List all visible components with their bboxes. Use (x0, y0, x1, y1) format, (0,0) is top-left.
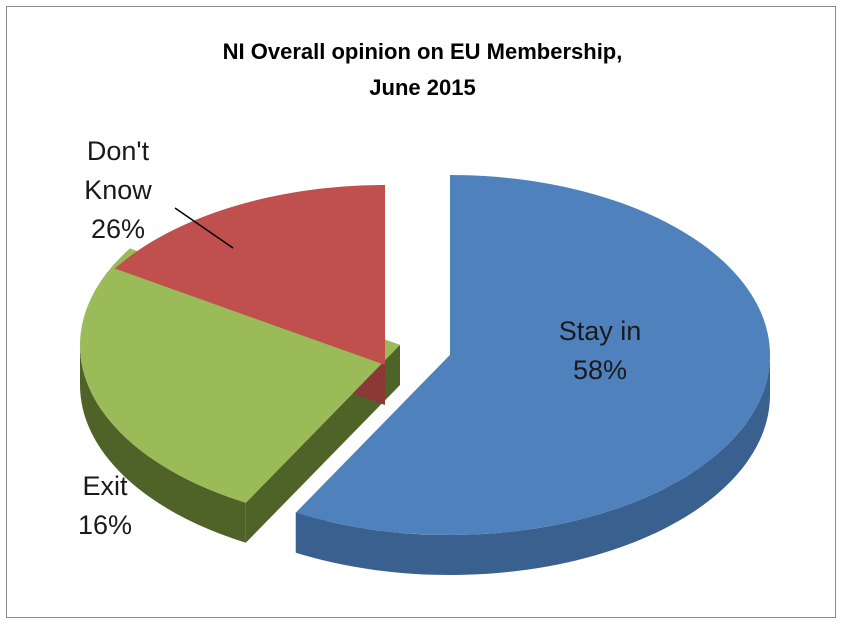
slice-category-label: Don't (87, 136, 150, 166)
slice-value-label: 16% (78, 510, 132, 540)
slice-category-label: Know (84, 175, 152, 205)
slice-label-1: Don't Know 26% (84, 136, 152, 244)
slice-label-2: Exit 16% (78, 471, 132, 540)
slice-value-label: 26% (91, 214, 145, 244)
slice-category-label: Stay in (559, 316, 642, 346)
slice-category-label: Exit (82, 471, 128, 501)
slice-value-label: 58% (573, 355, 627, 385)
